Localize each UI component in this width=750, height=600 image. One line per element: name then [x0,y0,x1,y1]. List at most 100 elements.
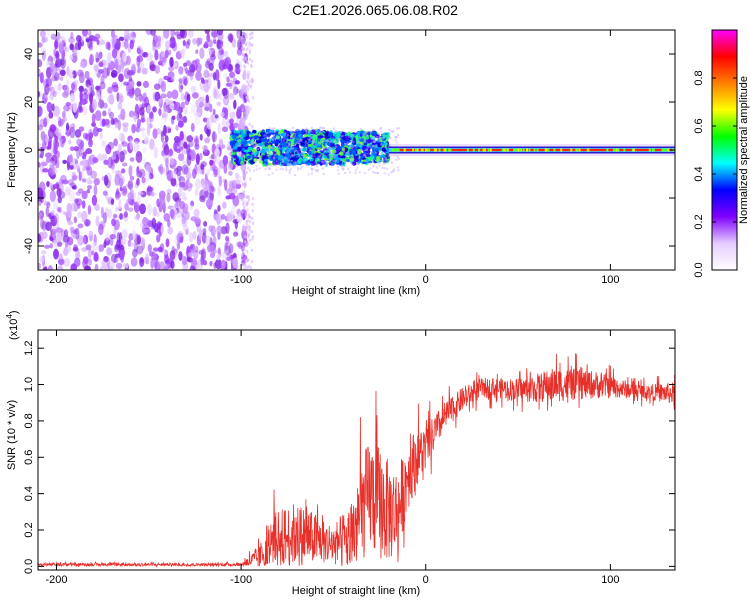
spectrogram-noise-blob [96,72,101,79]
spectrogram-noise-blob [62,159,68,165]
colorbar: 0.0 0.2 0.4 0.6 0.8 Normalized spectral ampl… [693,29,750,278]
signal-speckle [661,148,664,152]
spectrogram-transition-blob [355,143,361,147]
spectrogram-noise-blob [163,124,167,137]
spectrogram-noise-blob [251,59,254,63]
spectrogram-noise-blob [105,144,112,155]
spectrogram-noise-blob [248,99,251,103]
spectrogram-ytick-label: -20 [23,190,35,206]
snr-plot: -200 -100 0 100 0.0 0.2 0.4 0.6 0.8 1.0 1.2 Height… [5,310,676,597]
spectrogram-noise-blob [195,71,202,81]
spectrogram-noise-blob [245,48,248,52]
spectrogram-noise-blob [165,40,172,50]
spectrogram-noise-blob [213,91,221,100]
spectrogram-noise-blob [151,206,158,218]
spectrogram-noise-blob [185,69,191,76]
spectrogram-noise-blob [247,76,250,80]
spectrogram-noise-blob [190,85,197,93]
spectrogram-noise-blob [62,235,70,243]
spectrogram-noise-blob [81,178,87,183]
spectrogram-noise-blob [87,38,93,49]
spectrogram-halo [267,173,270,176]
spectrogram-noise-blob [120,254,125,264]
spectrogram-halo [396,135,399,138]
spectrogram-noise-blob [83,88,88,95]
spectrogram-transition-blob [344,135,351,142]
spectrogram-noise-blob [205,94,210,103]
signal-speckle [428,148,431,152]
spectrogram-halo [253,169,256,172]
spectrogram-noise-blob [95,215,100,227]
spectrogram-noise-blob [94,203,100,212]
spectrogram-noise-blob [170,76,176,82]
spectrogram-noise-blob [43,117,48,128]
spectrogram-transition-blob [240,160,245,166]
snr-multiplier-base: (x10 [8,319,20,340]
spectrogram-transition-blob [376,155,381,161]
spectrogram-noise-blob [97,153,103,161]
spectrogram-noise-blob [95,91,101,101]
spectrogram-halo [296,141,299,144]
spectrogram-noise-blob [247,213,250,217]
spectrogram-noise-blob [133,141,140,153]
spectrogram-halo [363,131,366,134]
spectrogram-noise-blob [147,203,152,216]
spectrogram-halo [349,146,352,149]
spectrogram-xtick-label: -100 [230,274,252,286]
spectrogram-noise-blob [128,165,133,177]
spectrogram-noise-blob [149,251,155,257]
spectrogram-noise-blob [58,36,66,45]
spectrogram-noise-blob [85,148,93,155]
spectrogram-noise-blob [145,189,151,196]
spectrogram-xtick-label: -200 [45,274,67,286]
spectrogram-noise-blob [209,260,213,267]
spectrogram-noise-blob [84,70,90,80]
spectrogram-noise-blob [146,52,153,61]
spectrogram-noise-blob [88,230,94,242]
signal-speckle [570,148,573,152]
spectrogram-noise-blob [129,138,134,150]
spectrogram-noise-blob [206,58,210,66]
spectrogram-noise-blob [145,164,151,173]
signal-speckle [648,148,651,152]
spectrogram-noise-blob [190,205,194,211]
spectrogram-noise-blob [235,183,242,190]
signal-speckle [393,148,396,152]
spectrogram-noise-blob [51,226,58,232]
spectrogram-noise-blob [57,206,62,213]
snr-ytick-label: 0.4 [23,486,35,501]
signal-speckle [466,148,469,152]
spectrogram-halo [346,154,349,157]
spectrogram-noise-blob [128,233,134,241]
signal-speckle [663,148,666,152]
spectrogram-noise-blob [160,34,165,44]
spectrogram-noise-blob [189,149,197,162]
spectrogram-noise-blob [248,58,251,62]
spectrogram-noise-blob [204,106,210,111]
spectrogram-halo [306,127,309,130]
spectrogram-noise-blob [182,203,189,214]
spectrogram-noise-blob [122,263,127,268]
spectrogram-halo [266,146,269,149]
spectrogram-noise-blob [179,30,185,38]
spectrogram-noise-blob [74,159,79,165]
spectrogram-noise-blob [205,136,211,144]
spectrogram-halo [388,155,391,158]
spectrogram-transition-blob [315,147,322,150]
signal-speckle [433,148,436,152]
spectrogram-noise-blob [65,101,72,107]
spectrogram-noise-blob [183,166,191,175]
spectrogram-noise-blob [209,252,216,259]
spectrogram-noise-blob [142,147,147,153]
colorbar-ticks: 0.0 0.2 0.4 0.6 0.8 [693,70,737,278]
spectrogram-noise-blob [140,117,146,123]
spectrogram-noise-blob [245,171,248,175]
spectrogram-noise-blob [198,249,205,255]
spectrogram-halo [371,170,374,173]
spectrogram-halo [304,140,307,143]
spectrogram-halo [255,164,258,167]
spectrogram-noise-blob [89,53,95,65]
spectrogram-noise-blob [93,177,101,186]
spectrogram-noise-blob [46,30,50,37]
spectrogram-noise-blob [81,190,88,200]
